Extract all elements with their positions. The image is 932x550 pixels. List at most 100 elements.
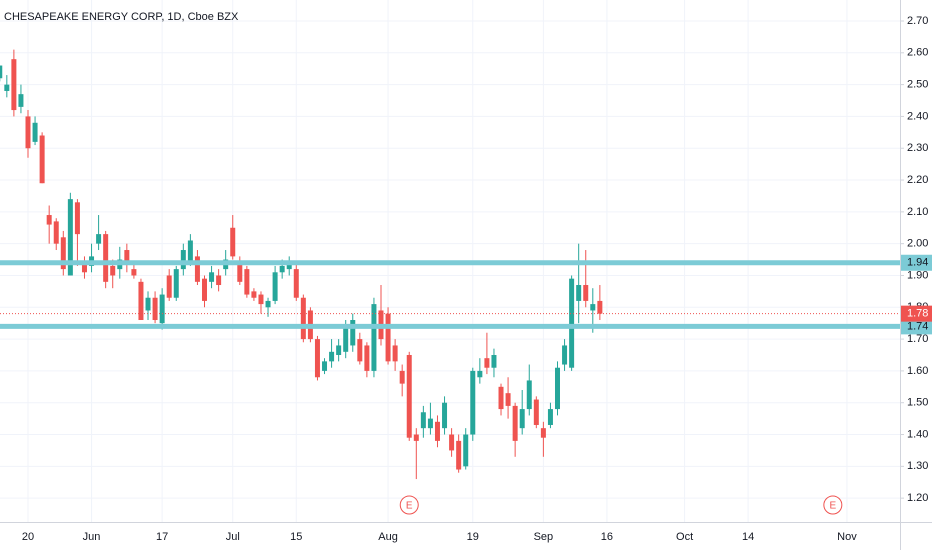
y-tick-label: 1.70 [907, 333, 928, 345]
candle-body [173, 269, 179, 298]
candle-body [336, 345, 342, 355]
candle-body [216, 275, 222, 286]
x-tick-label: Jun [83, 531, 101, 543]
candle-body [251, 291, 257, 298]
candle-body [4, 84, 10, 91]
candle-body [81, 262, 87, 273]
candle-body [533, 399, 539, 425]
candle-body [202, 278, 207, 301]
candle-body [194, 256, 200, 282]
candle-body [491, 354, 497, 368]
candle-body [350, 320, 356, 346]
candle-body [456, 440, 462, 470]
candle-body [385, 313, 391, 362]
candle-body [39, 135, 45, 184]
x-tick-label: Jul [226, 531, 240, 543]
candle-body [187, 240, 193, 263]
y-tick-label: 2.70 [907, 15, 928, 27]
x-tick-label: 15 [290, 531, 302, 543]
y-tick-label: 1.50 [907, 397, 928, 409]
level-badge [901, 318, 932, 335]
candle-body [470, 370, 476, 435]
y-tick-label: 1.60 [907, 365, 928, 377]
last-price-badge [901, 305, 932, 322]
candle-body [244, 269, 250, 295]
candle-body [343, 326, 349, 352]
x-tick-label: 19 [467, 531, 479, 543]
candle-body [11, 59, 17, 111]
candle-body [124, 250, 130, 263]
candle-body [32, 122, 38, 142]
candle-body [477, 370, 483, 378]
candle-body [67, 199, 73, 276]
y-tick-label: 1.30 [907, 460, 928, 472]
candle-body [484, 358, 490, 368]
candle-body [237, 262, 243, 282]
candle-body [230, 227, 236, 257]
candle-body [434, 421, 440, 441]
candle-body [512, 405, 518, 441]
candle-body [519, 409, 525, 429]
candle-body [413, 434, 419, 441]
candle-body [505, 393, 511, 406]
x-tick-label: 16 [601, 531, 613, 543]
candle-body [110, 265, 116, 276]
candle-body [300, 297, 306, 340]
candle-body [442, 402, 448, 429]
candle-body [329, 351, 335, 362]
candle-body [279, 265, 285, 273]
candle-body [463, 434, 469, 467]
earnings-label: E [830, 501, 837, 512]
candle-body [583, 285, 589, 301]
candle-body [420, 412, 426, 429]
candle-body [159, 294, 165, 324]
candle-body [18, 94, 24, 107]
candle-body [103, 234, 109, 282]
y-tick-label: 2.30 [907, 142, 928, 154]
candle-body [371, 304, 377, 371]
candle-body [547, 409, 553, 425]
candle-body [0, 65, 3, 79]
candle-body [314, 339, 320, 378]
candle-body [74, 202, 80, 235]
last-price-label: 1.78 [907, 308, 928, 320]
candle-body [399, 370, 405, 384]
x-tick-label: 17 [156, 531, 168, 543]
earnings-marker [823, 495, 843, 515]
y-tick-label: 2.10 [907, 206, 928, 218]
candle-body [322, 361, 328, 371]
candle-body [555, 367, 560, 410]
candle-body [576, 285, 582, 301]
candle-body [209, 272, 215, 282]
level-label: 1.74 [907, 320, 928, 332]
candle-body [597, 300, 603, 314]
y-tick-label: 2.40 [907, 110, 928, 122]
candle-body [46, 215, 52, 225]
candle-body [590, 304, 596, 311]
candle-body [145, 297, 151, 311]
candle-body [265, 300, 271, 308]
y-tick-label: 1.90 [907, 269, 928, 281]
candle-body [166, 275, 172, 298]
candle-body [53, 221, 59, 244]
y-tick-label: 1.40 [907, 428, 928, 440]
candle-body [131, 269, 137, 276]
level-badge [901, 254, 932, 271]
axes: 1.201.301.401.501.601.701.801.902.002.10… [22, 15, 932, 543]
y-tick-label: 2.20 [907, 174, 928, 186]
candle-body [364, 345, 370, 371]
y-tick-label: 2.50 [907, 79, 928, 91]
candle-body [293, 269, 299, 298]
x-tick-label: 20 [22, 531, 34, 543]
y-tick-label: 1.20 [907, 492, 928, 504]
candle-body [180, 250, 186, 270]
candle-body [60, 237, 66, 270]
earnings-label: E [406, 501, 413, 512]
candle-body [152, 297, 158, 321]
candle-body [138, 281, 144, 321]
candle-body [258, 294, 264, 305]
x-tick-label: Aug [378, 531, 398, 543]
candle-body [540, 428, 546, 438]
